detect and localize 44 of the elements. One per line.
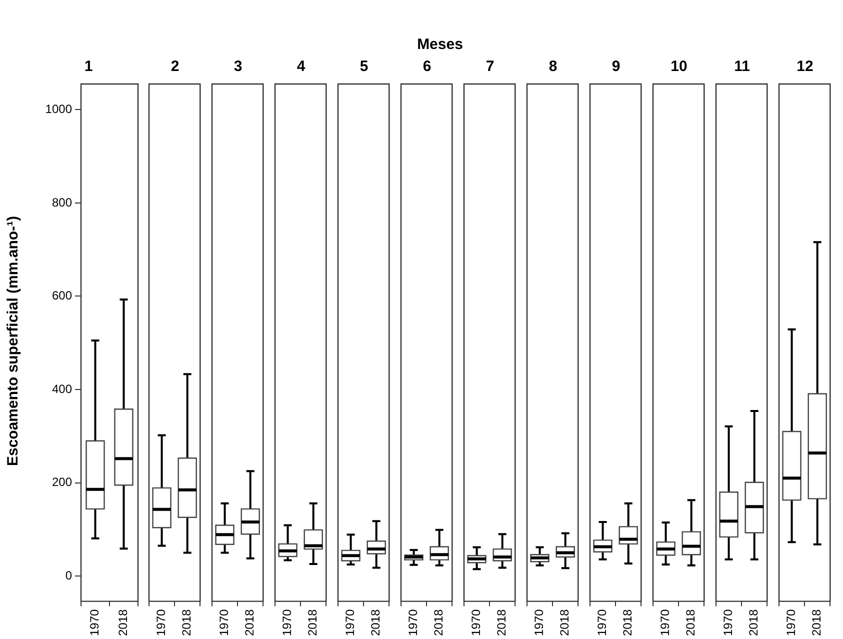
x-tick-label: 2018 xyxy=(558,608,572,636)
x-tick-label: 2018 xyxy=(810,608,824,636)
chart-title: 7 xyxy=(486,58,494,76)
chart-title: 4 xyxy=(296,58,306,76)
x-tick-label: 1970 xyxy=(469,608,484,636)
x-tick-label: 1970 xyxy=(343,608,358,636)
x-tick-label: 1970 xyxy=(154,608,168,636)
chart-title: 3 xyxy=(234,58,242,76)
chart-title: 10 xyxy=(670,58,688,76)
chart-title: 8 xyxy=(548,58,558,76)
x-tick-label: 2018 xyxy=(306,608,320,636)
chart-title: 5 xyxy=(360,58,368,76)
x-tick-label: 2018 xyxy=(180,608,194,636)
y-tick-label: 1000 xyxy=(45,102,72,116)
chart-title: 6 xyxy=(422,58,432,76)
x-tick-label: 1970 xyxy=(280,608,294,636)
x-tick-label: 1970 xyxy=(88,608,102,636)
chart-title: 9 xyxy=(612,58,620,76)
x-tick-label: 2018 xyxy=(116,608,130,636)
text: Meses xyxy=(417,36,463,53)
x-tick-label: 1970 xyxy=(658,608,672,636)
x-tick-label: 1970 xyxy=(406,608,420,636)
y-tick-label: 200 xyxy=(52,475,72,490)
x-tick-label: 2018 xyxy=(494,608,509,636)
chart-title: 12 xyxy=(796,58,814,76)
y-axis-title: Escoamento superficial (mm.ano-¹) xyxy=(4,216,22,466)
chart-title: 2 xyxy=(170,58,180,76)
chart-title: 1 xyxy=(84,58,93,76)
y-tick-label: 400 xyxy=(52,382,72,396)
y-tick-label: 600 xyxy=(52,288,72,303)
x-tick-label: 2018 xyxy=(368,608,383,636)
x-tick-label: 2018 xyxy=(746,608,761,636)
x-tick-label: 1970 xyxy=(784,608,798,636)
y-tick-label: 0 xyxy=(65,568,72,582)
x-tick-label: 1970 xyxy=(532,608,546,636)
x-tick-label: 2018 xyxy=(432,608,446,636)
x-tick-label: 1970 xyxy=(721,608,736,636)
y-tick-label: 800 xyxy=(52,195,72,210)
x-tick-label: 1970 xyxy=(595,608,610,636)
x-tick-label: 1970 xyxy=(217,608,232,636)
x-tick-label: 2018 xyxy=(242,608,257,636)
chart-title: 11 xyxy=(734,58,750,76)
x-tick-label: 2018 xyxy=(620,608,635,636)
x-tick-label: 2018 xyxy=(684,608,698,636)
